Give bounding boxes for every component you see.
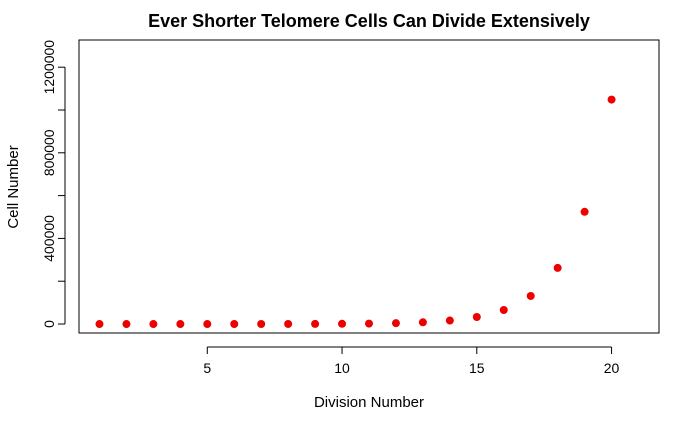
y-tick-label: 400000 xyxy=(41,215,57,262)
y-tick-label: 0 xyxy=(41,320,57,328)
data-point xyxy=(418,318,427,327)
data-point xyxy=(95,320,104,329)
data-point xyxy=(311,319,320,328)
y-axis: 0 400000 800000 1200000 xyxy=(41,40,66,328)
data-point xyxy=(472,313,481,322)
x-tick-label: 5 xyxy=(203,360,211,376)
x-axis-label: Division Number xyxy=(314,394,424,411)
x-tick-label: 20 xyxy=(604,360,620,376)
data-point xyxy=(149,320,158,329)
y-tick-label: 1200000 xyxy=(41,40,57,95)
data-points xyxy=(95,95,616,329)
data-point xyxy=(122,320,131,329)
x-tick-label: 15 xyxy=(469,360,485,376)
data-point xyxy=(203,320,212,329)
data-point xyxy=(176,320,185,329)
y-axis-label: Cell Number xyxy=(5,145,22,228)
data-point xyxy=(391,319,400,328)
data-point xyxy=(338,319,347,328)
x-tick-label: 10 xyxy=(334,360,350,376)
data-point xyxy=(365,319,373,328)
plot-frame xyxy=(78,39,660,334)
data-point xyxy=(526,291,535,300)
data-point xyxy=(499,305,508,314)
data-point xyxy=(257,319,266,328)
data-point xyxy=(580,207,589,216)
data-point xyxy=(445,316,454,325)
data-point xyxy=(607,95,616,104)
data-point xyxy=(284,319,293,328)
x-axis: 5 10 15 20 xyxy=(203,346,620,376)
y-tick-label: 800000 xyxy=(41,129,57,176)
chart-title: Ever Shorter Telomere Cells Can Divide E… xyxy=(148,11,590,31)
data-point xyxy=(553,263,562,272)
data-point xyxy=(230,320,239,329)
